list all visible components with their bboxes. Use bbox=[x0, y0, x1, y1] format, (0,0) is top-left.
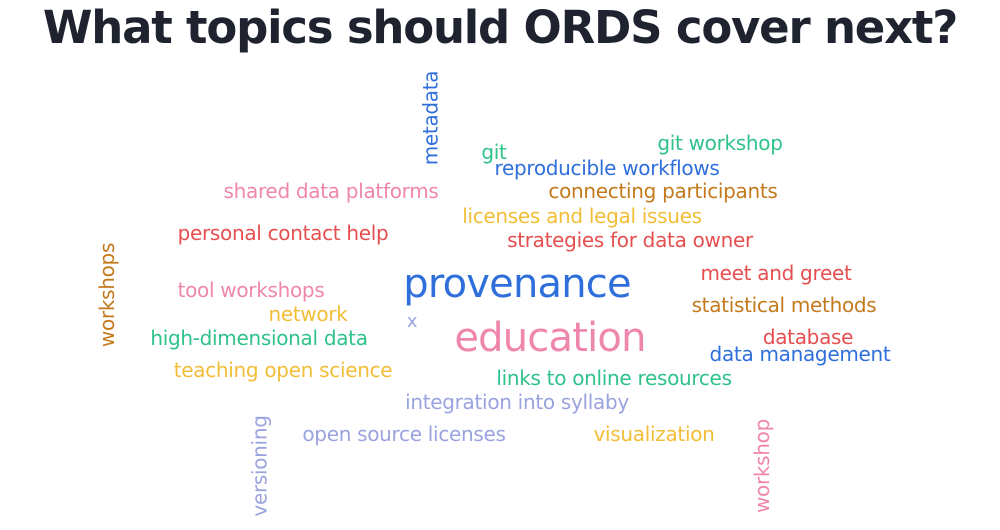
word-reproducible-workflows: reproducible workflows bbox=[494, 156, 720, 180]
word-meet-and-greet: meet and greet bbox=[700, 261, 852, 285]
word-shared-data-platforms: shared data platforms bbox=[223, 179, 439, 203]
word-network: network bbox=[268, 302, 348, 326]
word-licenses-and-legal-issues: licenses and legal issues bbox=[462, 204, 702, 228]
word-database: database bbox=[762, 325, 854, 349]
word-git-workshop: git workshop bbox=[657, 131, 783, 155]
page-title: What topics should ORDS cover next? bbox=[42, 1, 959, 54]
word-versioning: versioning bbox=[248, 415, 272, 517]
word-workshop: workshop bbox=[750, 418, 774, 514]
word-tool-workshops: tool workshops bbox=[177, 278, 325, 302]
word-high-dimensional-data: high-dimensional data bbox=[150, 326, 368, 350]
word-workshops: workshops bbox=[95, 242, 119, 348]
word-x: x bbox=[406, 311, 418, 332]
word-open-source-licenses: open source licenses bbox=[302, 422, 506, 446]
word-connecting-participants: connecting participants bbox=[548, 179, 778, 203]
word-integration-into-syllaby: integration into syllaby bbox=[405, 390, 629, 414]
word-metadata: metadata bbox=[417, 70, 442, 166]
word-education: education bbox=[454, 315, 646, 361]
word-personal-contact-help: personal contact help bbox=[177, 221, 389, 245]
word-links-to-online-resources: links to online resources bbox=[496, 366, 732, 390]
word-provenance: provenance bbox=[403, 261, 631, 307]
word-data-management: data management bbox=[709, 342, 891, 366]
word-statistical-methods: statistical methods bbox=[691, 293, 877, 317]
word-teaching-open-science: teaching open science bbox=[173, 358, 393, 382]
word-visualization: visualization bbox=[593, 422, 715, 446]
word-git: git bbox=[481, 140, 507, 164]
word-strategies-for-data-owner: strategies for data owner bbox=[507, 228, 753, 252]
